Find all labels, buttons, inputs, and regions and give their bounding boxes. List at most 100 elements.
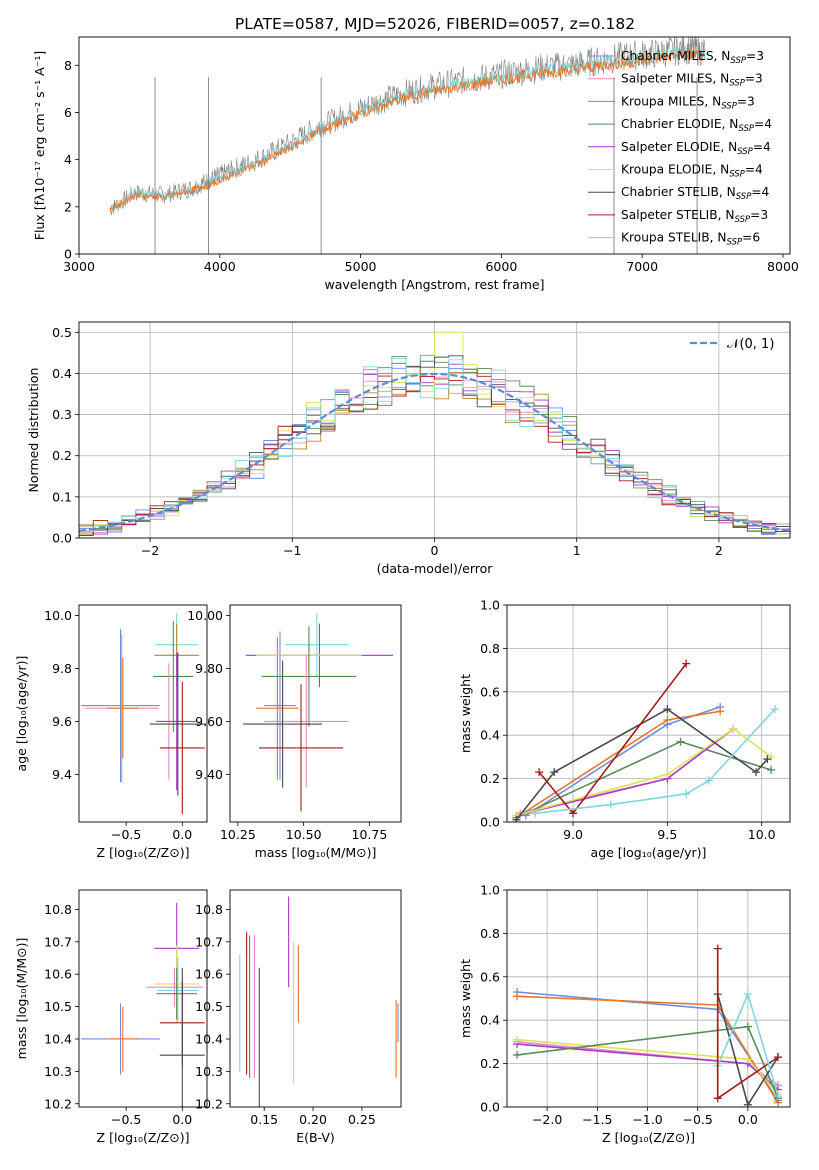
legend-value: =4 (754, 117, 772, 131)
x-tick-label: 0.15 (250, 1112, 278, 1127)
plot-area (239, 896, 399, 1107)
data-point (157, 958, 199, 1023)
y-tick-label: 10.6 (195, 967, 223, 982)
y-tick-label: 9.60 (195, 714, 223, 729)
legend-entry: Kroupa MILES, NSSP=3 (621, 94, 755, 111)
plot-area (513, 944, 782, 1107)
series-marker (743, 1055, 752, 1064)
y-tick-label: 9.40 (195, 767, 223, 782)
y-tick-label: 10.4 (195, 1031, 223, 1046)
x-tick-label: −1.0 (632, 1112, 662, 1127)
y-tick-label: 10.8 (195, 902, 223, 917)
y-tick-label: 0.8 (480, 926, 500, 941)
series-marker (682, 789, 691, 798)
y-tick-label: 9.4 (52, 767, 72, 782)
x-tick-label: 1 (573, 543, 581, 558)
residual-histogram (79, 368, 790, 536)
axes-frame (78, 889, 208, 1108)
data-point (81, 628, 160, 783)
legend-entry: Kroupa STELIB, NSSP=6 (621, 231, 760, 248)
y-tick-label: 6 (64, 105, 72, 120)
x-tick-label: 5000 (345, 259, 377, 274)
legend-label: Salpeter STELIB, N (621, 208, 734, 222)
plot-area (81, 902, 205, 1107)
plot-area (109, 37, 706, 254)
legend-subscript: SSP (721, 101, 737, 111)
data-point (258, 684, 344, 812)
x-tick-label: 10.0 (748, 827, 776, 842)
figure-title: PLATE=0587, MJD=52026, FIBERID=0057, z=0… (235, 15, 635, 33)
data-point (149, 652, 206, 796)
series-marker (743, 1100, 752, 1107)
x-tick-label: −0.5 (111, 827, 141, 842)
data-point (159, 967, 205, 1107)
y-tick-label: 10.4 (44, 1031, 72, 1046)
y-tick-label: 8 (64, 58, 72, 73)
x-tick-label: 0.0 (738, 1112, 758, 1127)
chart-massweight-vs-age: 9.0 9.5 10.0 0.0 0.2 0.4 0.6 0.8 1.0 age [log₁₀(a… (458, 598, 791, 860)
series-marker (676, 737, 685, 746)
data-point (146, 967, 203, 1007)
x-tick-label: 10.50 (286, 827, 322, 842)
x-tick-label: 7000 (626, 259, 658, 274)
series-marker (704, 776, 713, 785)
y-tick-label: 0.4 (480, 728, 500, 743)
legend-subscript: SSP (737, 147, 753, 157)
spectrum-series-line (110, 45, 706, 211)
y-tick-label: 0.4 (480, 1013, 500, 1028)
chart-age-vs-mass: 10.25 10.50 10.75 9.40 9.60 9.80 10.00 mass [lo… (187, 604, 402, 860)
data-point (264, 655, 349, 788)
series-marker (770, 705, 779, 714)
x-tick-label: 10.75 (352, 827, 388, 842)
legend-entry: Salpeter STELIB, NSSP=3 (621, 208, 768, 225)
x-tick-label: 0.0 (172, 827, 192, 842)
legend-label: Kroupa ELODIE, N (621, 163, 729, 177)
x-tick-label: −0.5 (111, 1112, 141, 1127)
legend-entry: Chabrier ELODIE, NSSP=4 (621, 117, 772, 134)
series-marker (606, 800, 615, 809)
data-point (256, 636, 299, 780)
series-marker (743, 990, 752, 999)
axes-frame (506, 889, 791, 1108)
legend-label: Salpeter ELODIE, N (621, 140, 737, 154)
series-marker (569, 809, 578, 818)
data-point (243, 660, 323, 788)
x-tick-label: 2 (715, 543, 723, 558)
series-marker (513, 992, 522, 1001)
x-tick-label: −1 (283, 543, 301, 558)
chart-massweight-vs-z: −2.0 −1.5 −1.0 −0.5 0.0 0.0 0.2 0.4 0.6 0.8 1.0 Z [… (458, 883, 791, 1145)
legend-entry: Chabrier STELIB, NSSP=4 (621, 185, 770, 202)
x-axis-label: Z [log₁₀(Z/Z⊙)] (602, 1130, 695, 1145)
y-tick-label: 1.0 (480, 883, 500, 898)
legend-subscript: SSP (738, 124, 754, 134)
chart-age-vs-z: −0.5 0.0 9.4 9.6 9.8 10.0 Z [log₁₀(Z/Z⊙)] age [… (14, 604, 208, 860)
y-tick-label: 0.0 (480, 1100, 500, 1115)
series-marker (513, 1050, 522, 1059)
data-point (107, 1006, 139, 1072)
series-marker (752, 768, 761, 777)
series-marker (663, 705, 672, 714)
x-tick-label: 0.20 (299, 1112, 327, 1127)
y-tick-label: 10.5 (44, 999, 72, 1014)
y-tick-label: 9.80 (195, 661, 223, 676)
x-tick-label: 4000 (204, 259, 236, 274)
legend-label: Salpeter MILES, N (621, 72, 729, 86)
x-tick-label: 9.5 (657, 827, 677, 842)
series-marker (743, 1022, 752, 1031)
data-point (156, 652, 197, 791)
legend-subscript: SSP (730, 56, 746, 66)
y-tick-label: 10.6 (44, 967, 72, 982)
legend-entry: Kroupa ELODIE, NSSP=4 (621, 163, 763, 180)
legend-value: =3 (737, 94, 755, 108)
series-marker (512, 815, 521, 822)
legend-entry: Chabrier MILES, NSSP=3 (621, 49, 764, 66)
y-tick-label: 10.00 (187, 608, 223, 623)
legend-label: 𝒩(0, 1) (727, 337, 774, 352)
x-axis-label: Z [log₁₀(Z/Z⊙)] (97, 845, 190, 860)
plot-area (512, 659, 779, 822)
plot-area (243, 612, 394, 812)
series-marker (663, 716, 672, 725)
axes-frame (229, 889, 402, 1108)
legend-label: Kroupa STELIB, N (621, 231, 727, 245)
